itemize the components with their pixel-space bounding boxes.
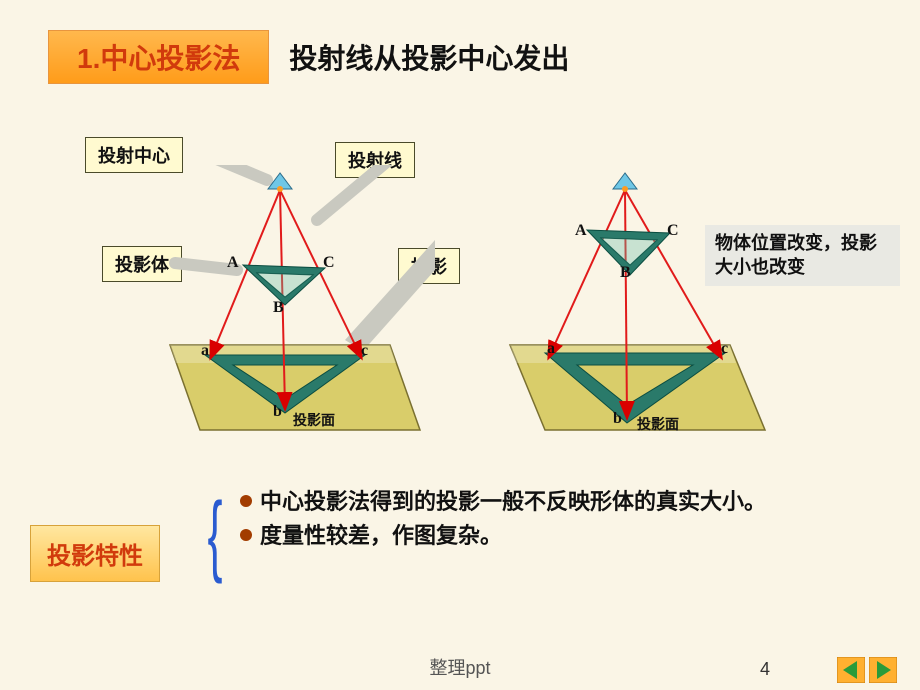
svg-text:A: A (227, 254, 239, 271)
svg-text:B: B (273, 299, 284, 316)
bullet-2: 度量性较差，作图复杂。 (260, 519, 502, 553)
diagram-right: A B Ca b c 投影面 (505, 165, 805, 455)
svg-text:B: B (620, 264, 631, 281)
nav-buttons (836, 656, 898, 684)
svg-text:b: b (273, 403, 282, 420)
svg-text:C: C (667, 222, 679, 239)
title-sub: 投射线从投影中心发出 (289, 37, 569, 77)
bullet-dot-icon (240, 529, 252, 541)
svg-text:a: a (201, 342, 209, 359)
brace-icon: { (208, 490, 223, 580)
svg-text:投影面: 投影面 (293, 412, 335, 428)
svg-text:c: c (721, 340, 728, 357)
prev-button[interactable] (836, 656, 866, 684)
title-main: 1.中心投影法 (48, 30, 269, 84)
title-row: 1.中心投影法 投射线从投影中心发出 (48, 30, 880, 84)
footer-text: 整理ppt (0, 654, 920, 680)
bullets: 中心投影法得到的投影一般不反映形体的真实大小。 度量性较差，作图复杂。 (240, 485, 880, 553)
bullet-dot-icon (240, 495, 252, 507)
bullet-1: 中心投影法得到的投影一般不反映形体的真实大小。 (260, 485, 766, 519)
svg-text:b: b (613, 410, 622, 427)
prev-icon (837, 657, 865, 683)
page-number: 4 (760, 659, 770, 680)
svg-text:a: a (547, 340, 555, 357)
feature-title: 投影特性 (30, 525, 160, 582)
svg-text:C: C (323, 254, 335, 271)
svg-text:投影面: 投影面 (637, 416, 679, 432)
svg-text:A: A (575, 222, 587, 239)
next-button[interactable] (868, 656, 898, 684)
next-icon (869, 657, 897, 683)
svg-text:c: c (361, 342, 368, 359)
diagram-left: A B Ca b c 投影面 (165, 165, 465, 455)
